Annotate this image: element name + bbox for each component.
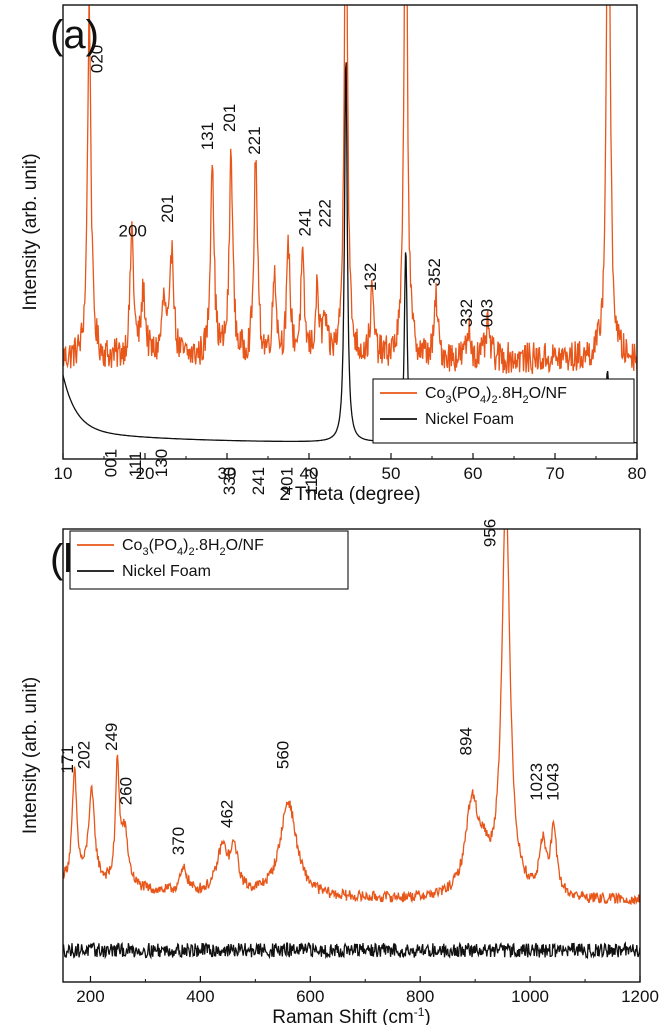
x-tick-label: 60 bbox=[464, 464, 483, 483]
peak-label: 249 bbox=[102, 723, 121, 751]
legend-box bbox=[69, 530, 349, 590]
x-tick-label: 70 bbox=[546, 464, 565, 483]
x-axis-title: Raman Shift (cm-1) bbox=[272, 1005, 430, 1025]
peak-label: 020 bbox=[87, 45, 106, 73]
peak-label: 221 bbox=[245, 126, 264, 154]
x-tick-label: 800 bbox=[406, 987, 434, 1006]
peak-label: 260 bbox=[117, 777, 136, 805]
peak-label: 956 bbox=[481, 519, 500, 547]
y-axis-title: Intensity (arb. unit) bbox=[20, 153, 41, 310]
legend-label-foam: Nickel Foam bbox=[425, 411, 514, 428]
peak-label: 200 bbox=[119, 222, 147, 241]
peak-label: 001 bbox=[101, 449, 120, 477]
x-tick-label: 80 bbox=[628, 464, 647, 483]
x-tick-label: 10 bbox=[54, 464, 73, 483]
chart-panel-b: 200 400 600 800 1000 1200 Raman Shift (cm-1) In… bbox=[20, 519, 659, 1025]
panel-label: (a) bbox=[50, 13, 99, 57]
peak-label: 130 bbox=[152, 449, 171, 477]
legend: Co3(PO4)2.8H2O/NF Nickel Foam bbox=[69, 530, 349, 590]
x-tick-label: 20 bbox=[136, 464, 155, 483]
peak-label: 560 bbox=[273, 741, 292, 769]
legend-box bbox=[372, 378, 635, 444]
peak-label: 201 bbox=[158, 195, 177, 223]
peak-label: 370 bbox=[169, 827, 188, 855]
peak-label: 1023 bbox=[527, 763, 546, 801]
peak-label: 003 bbox=[478, 299, 497, 327]
peak-label: 112 bbox=[302, 468, 321, 495]
x-tick-label: 30 bbox=[218, 464, 237, 483]
peak-label: 132 bbox=[361, 263, 380, 291]
series-line-sample bbox=[63, 5, 637, 375]
legend-label-foam: Nickel Foam bbox=[122, 563, 211, 580]
peak-label: 202 bbox=[74, 741, 93, 769]
peak-label: 1043 bbox=[544, 763, 563, 801]
x-tick-label: 600 bbox=[296, 987, 324, 1006]
peak-label: 222 bbox=[315, 199, 334, 227]
peak-label: 352 bbox=[425, 258, 444, 286]
x-tick-label: 200 bbox=[76, 987, 104, 1006]
plot-frame bbox=[62, 528, 641, 983]
peak-label: 111 bbox=[126, 451, 145, 477]
peak-label: 131 bbox=[198, 122, 217, 150]
x-tick-label: 50 bbox=[382, 464, 401, 483]
peak-label: 332 bbox=[457, 299, 476, 327]
series-line-sample bbox=[63, 529, 640, 906]
chart-panel-a: 10 20 30 40 50 60 70 80 2 Theta (degree) Intensit… bbox=[20, 4, 647, 505]
legend: Co3(PO4)2.8H2O/NF Nickel Foam bbox=[372, 378, 635, 444]
peak-label: 894 bbox=[456, 727, 475, 755]
peak-label: 241 bbox=[249, 467, 268, 495]
peak-label: 401 bbox=[278, 467, 297, 495]
x-tick-label: 400 bbox=[186, 987, 214, 1006]
peak-label: 462 bbox=[217, 800, 236, 828]
x-tick-label: 1000 bbox=[511, 987, 549, 1006]
legend-label-sample: Co3(PO4)2.8H2O/NF bbox=[425, 385, 567, 406]
x-tick-label: 40 bbox=[300, 464, 319, 483]
peak-label: 330 bbox=[220, 467, 239, 495]
peak-label: 241 bbox=[296, 208, 315, 236]
x-axis-title: 2 Theta (degree) bbox=[279, 484, 420, 505]
y-axis-title: Intensity (arb. unit) bbox=[20, 677, 41, 834]
peak-label: 171 bbox=[58, 745, 77, 773]
legend-label-sample: Co3(PO4)2.8H2O/NF bbox=[122, 537, 264, 558]
series-line-foam bbox=[63, 941, 640, 960]
peak-label: 201 bbox=[220, 104, 239, 132]
x-tick-label: 1200 bbox=[621, 987, 659, 1006]
